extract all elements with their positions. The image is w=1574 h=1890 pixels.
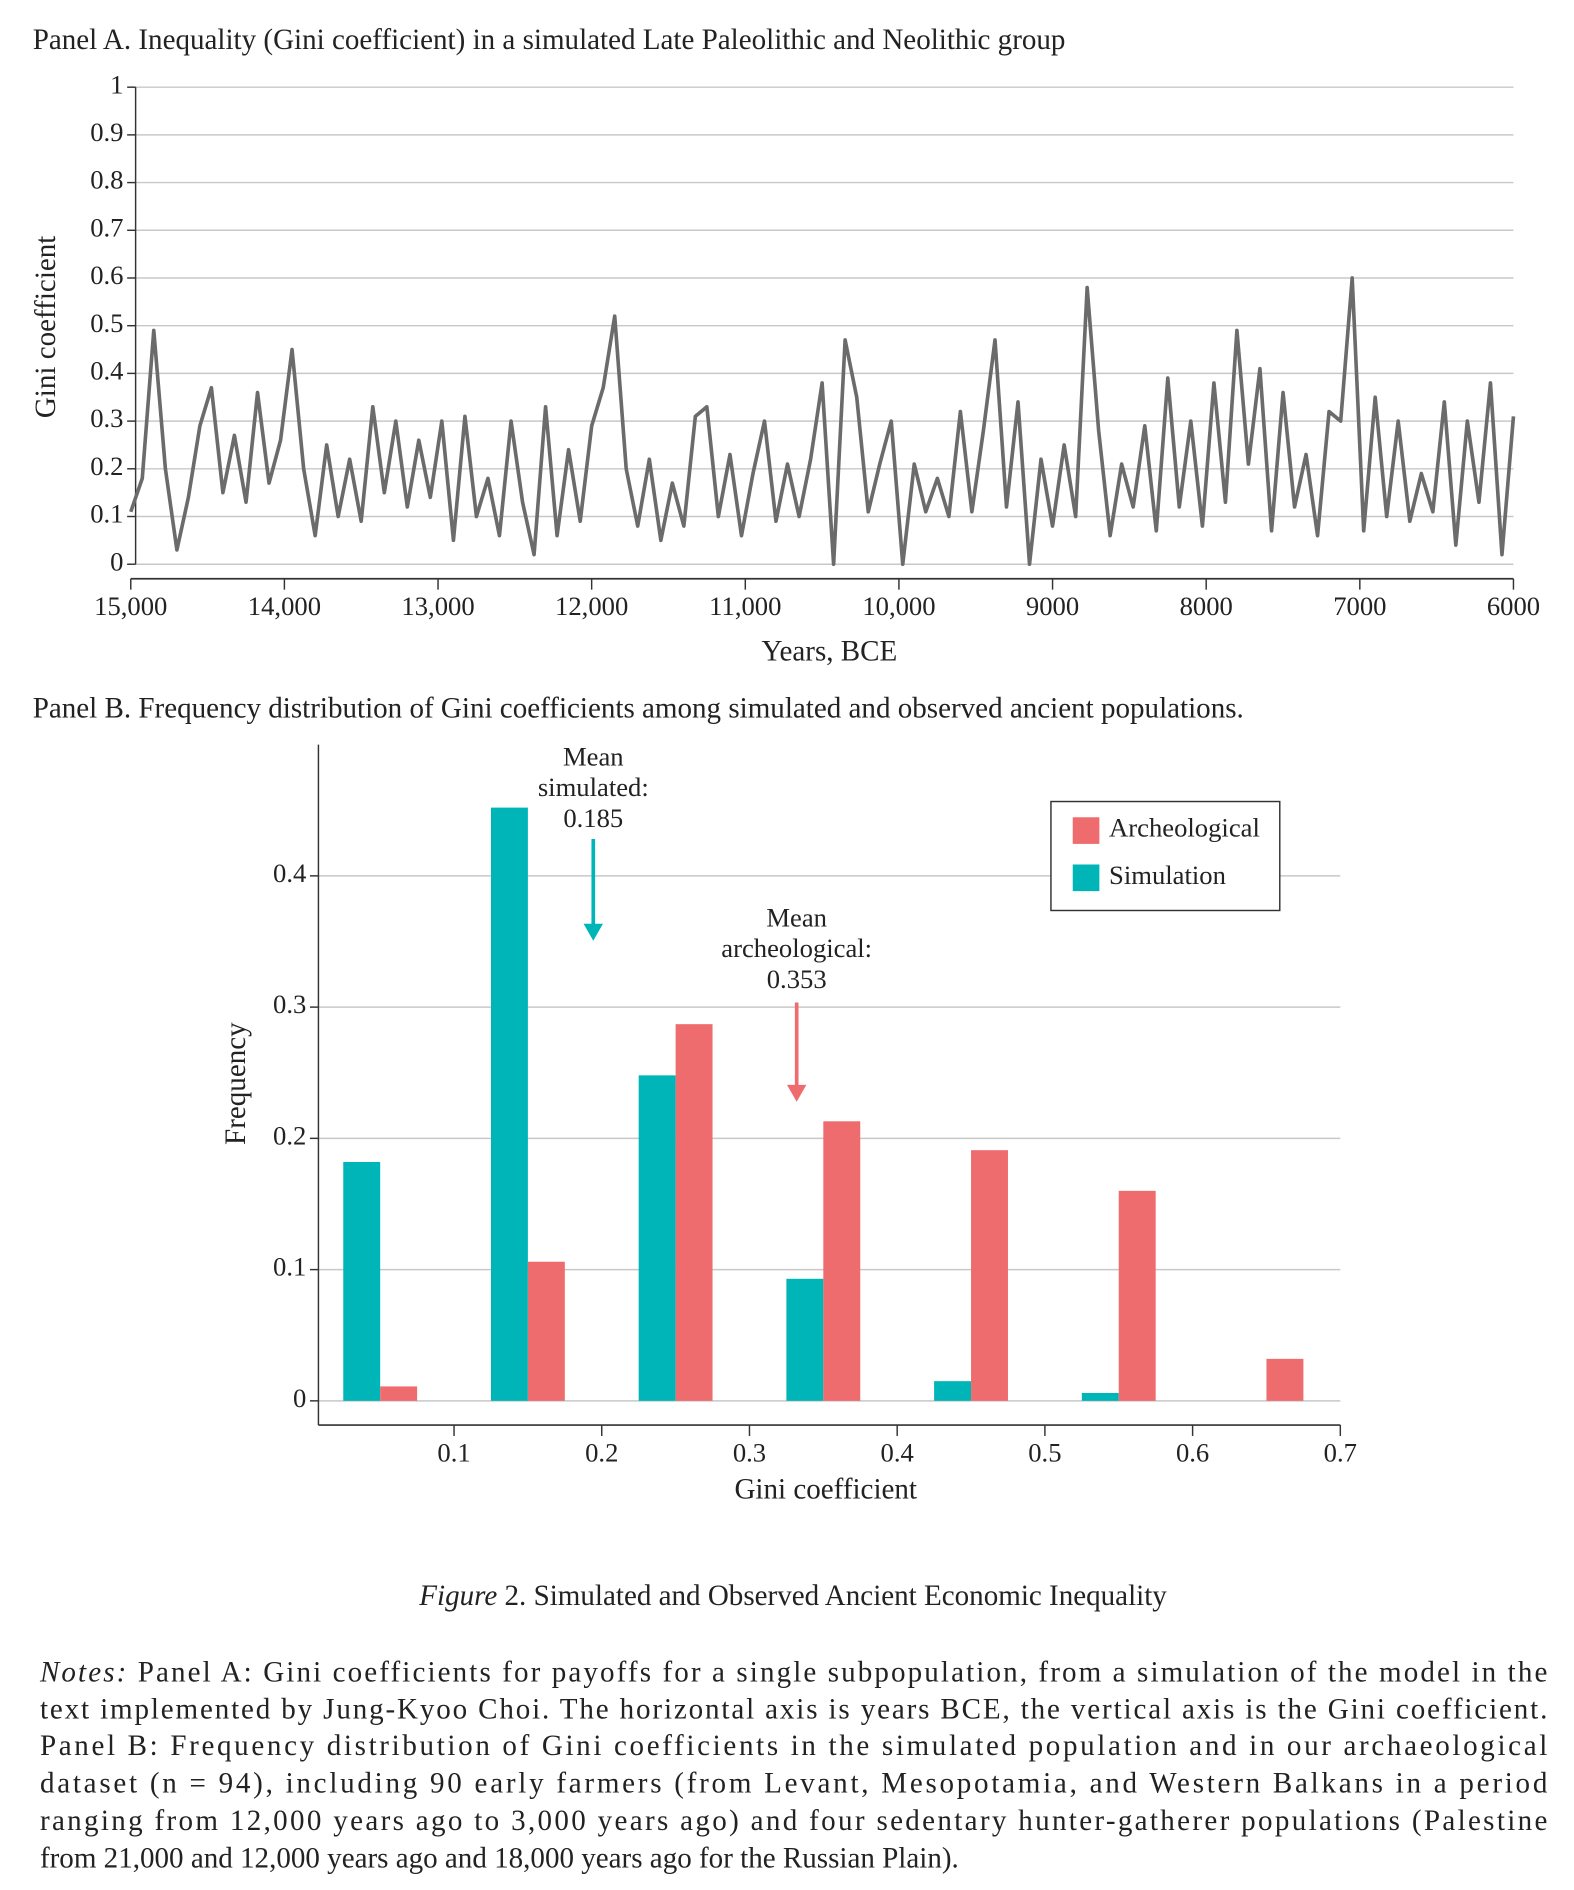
bar [527,1261,565,1401]
caption-text: 2. Simulated and Observed Ancient Econom… [505,1580,1168,1612]
y-tick-label: 0.4 [273,858,306,888]
bar [638,1075,676,1401]
bar [343,1161,381,1401]
y-tick-label: 0.2 [273,1120,306,1150]
bar [934,1381,972,1401]
annotation: Mean [563,741,624,771]
y-tick-label: 0.8 [90,165,123,195]
y-tick-label: 0.3 [273,989,306,1019]
y-tick-label: 0.7 [90,212,123,242]
notes-line: Panel B: Frequency distribution of Gini … [40,1730,1547,1762]
annotation: simulated: [538,772,649,802]
x-axis-title: Gini coefficient [734,1473,917,1505]
caption-label: Figure [418,1580,497,1612]
legend-swatch [1072,817,1100,844]
caption: Figure 2. Simulated and Observed Ancient… [418,1580,1167,1612]
panel-a-title: Panel A. Inequality (Gini coefficient) i… [33,24,1066,56]
annotation-arrowhead [583,923,603,941]
bar [1266,1358,1304,1401]
data-line [129,276,1516,567]
bar [823,1121,861,1401]
y-axis-title: Gini coefficient [30,236,62,419]
y-tick-label: 0.2 [90,451,123,481]
x-tick-label: 14,000 [248,591,321,621]
bar [786,1278,824,1401]
x-tick-label: 0.1 [437,1437,470,1467]
x-tick-label: 11,000 [709,591,781,621]
legend-swatch [1072,864,1100,892]
y-tick-label: 0.9 [90,117,123,147]
annotation-arrowhead [787,1084,807,1102]
bar [971,1150,1008,1401]
notes-text: Panel A: Gini coefficients for payoffs f… [138,1656,1548,1688]
annotation: 0.185 [563,803,623,833]
y-tick-label: 1 [110,69,123,99]
annotation: Mean [766,902,827,932]
bar [490,807,528,1401]
x-tick-label: 0.3 [733,1437,766,1467]
panel-b-title: Panel B. Frequency distribution of Gini … [33,692,1244,724]
x-tick-label: 13,000 [401,591,474,621]
x-tick-label: 12,000 [555,591,628,621]
notes-line: dataset (n = 94), including 90 early far… [40,1768,1548,1800]
notes-line: from 21,000 and 12,000 years ago and 18,… [40,1843,959,1875]
x-tick-label: 7000 [1333,591,1386,621]
y-axis-title: Frequency [220,1022,252,1145]
y-tick-label: 0 [110,546,123,576]
x-tick-label: 0.2 [585,1437,618,1467]
y-tick-label: 0.1 [90,499,123,529]
notes-line: ranging from 12,000 years ago to 3,000 y… [40,1805,1547,1837]
notes-line: text implemented by Jung-Kyoo Choi. The … [40,1694,1547,1726]
y-tick-label: 0.6 [90,260,123,290]
legend-label: Archeological [1109,813,1260,843]
y-tick-label: 0.3 [90,403,123,433]
bar [675,1024,713,1401]
y-tick-label: 0.4 [90,356,123,386]
x-tick-label: 8000 [1180,591,1233,621]
y-tick-label: 0.5 [90,308,123,338]
x-tick-label: 6000 [1487,591,1540,621]
x-tick-label: 10,000 [862,591,935,621]
notes-line: Notes: Panel A: Gini coefficients for pa… [39,1656,1547,1688]
x-tick-label: 0.5 [1028,1437,1061,1467]
x-axis-title: Years, BCE [761,635,897,667]
bar [380,1386,418,1401]
notes-label: Notes: [39,1656,126,1688]
legend-label: Simulation [1109,860,1226,890]
x-tick-label: 9000 [1026,591,1079,621]
x-tick-label: 0.6 [1176,1437,1209,1467]
x-tick-label: 0.7 [1324,1437,1357,1467]
bar [1081,1392,1119,1401]
bar [1118,1190,1156,1401]
y-tick-label: 0 [293,1383,306,1413]
x-tick-label: 15,000 [94,591,167,621]
annotation: 0.353 [767,964,827,994]
y-tick-label: 0.1 [273,1252,306,1282]
annotation: archeological: [721,933,872,963]
x-tick-label: 0.4 [881,1437,914,1467]
